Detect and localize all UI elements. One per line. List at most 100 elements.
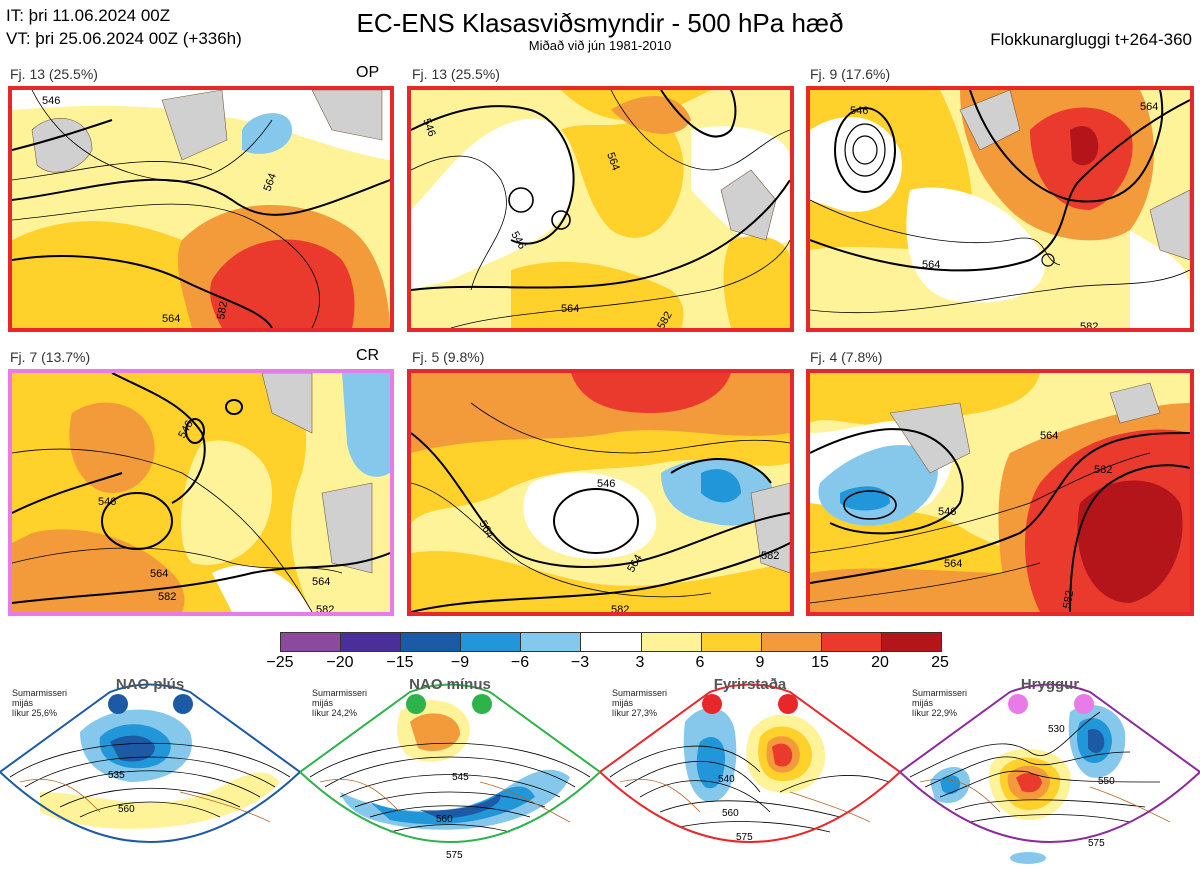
cluster-map-2: 546 546 564 564 582 <box>407 86 794 332</box>
regime-title: Hryggur <box>1020 676 1080 693</box>
cluster-3-label: Fj. 9 (17.6%) <box>810 66 891 82</box>
regime-dot-icon <box>1008 694 1028 714</box>
contour-label: 564 <box>561 303 579 315</box>
contour-label: 550 <box>1098 776 1115 787</box>
page-subtitle: Miðað við jún 1981-2010 <box>528 38 672 53</box>
legend-tick-label: −3 <box>570 654 590 671</box>
contour-label: 564 <box>1040 430 1058 442</box>
legend-color-cell <box>701 633 762 651</box>
cluster-map-3-graphic: 546 564 564 582 <box>810 90 1190 328</box>
cluster-map-6: 546 564 564 582 582 <box>806 369 1194 616</box>
regime-title: NAO plús <box>115 676 185 693</box>
contour-label: 582 <box>761 550 779 562</box>
cluster-1-tag: OP <box>356 64 380 81</box>
legend-color-bar <box>280 632 942 652</box>
contour-label: 564 <box>150 568 168 580</box>
contour-label: 546 <box>597 478 615 490</box>
contour-label: 582 <box>158 591 176 603</box>
regime-blocking: 540 560 575 Fyrirstaða Sumarmisseri mijá… <box>600 672 900 871</box>
contour-label: 582 <box>611 604 629 612</box>
legend-tick-label: 3 <box>635 654 645 671</box>
legend-tick-label: 9 <box>755 654 765 671</box>
legend-color-cell <box>341 633 402 651</box>
contour-label: 560 <box>722 808 739 819</box>
cluster-map-4: 546 546 564 564 582 582 <box>8 369 394 616</box>
cluster-1-label: Fj. 13 (25.5%) <box>10 66 98 82</box>
page-title: EC-ENS Klasasviðsmyndir - 500 hPa hæð <box>356 8 844 38</box>
legend-color-cell <box>401 633 462 651</box>
legend-tick-label: −15 <box>386 654 414 671</box>
contour-label: 540 <box>718 774 735 785</box>
regime-note-line: Sumarmisseri <box>912 688 968 698</box>
contour-label: 546 <box>98 496 116 508</box>
contour-label: 546 <box>420 117 438 138</box>
contour-label: 530 <box>1048 724 1065 735</box>
contour-label: 575 <box>446 850 463 861</box>
regime-ridge: 530 550 575 Hryggur Sumarmisseri mijás l… <box>900 672 1200 871</box>
contour-label: 564 <box>312 576 330 588</box>
cluster-map-1: 564 564 582 546 <box>8 86 394 332</box>
contour-label: 582 <box>1080 321 1098 328</box>
regime-note: Sumarmisseri mijás líkur 22,9% <box>912 688 967 718</box>
legend-color-cell <box>641 633 702 651</box>
regime-dot-icon <box>778 694 798 714</box>
contour-label: 546 <box>42 95 60 107</box>
regime-note-line: mijás <box>612 698 634 708</box>
legend-tick-label: −6 <box>510 654 530 671</box>
regime-note: Sumarmisseri mijás líkur 25,6% <box>12 688 67 718</box>
legend-color-cell <box>881 633 942 651</box>
regime-note-line: mijás <box>12 698 34 708</box>
cluster-map-4-graphic: 546 546 564 564 582 582 <box>12 373 390 612</box>
cluster-5-label: Fj. 5 (9.8%) <box>412 349 485 365</box>
header-times: IT: þri 11.06.2024 00Z VT: þri 25.06.202… <box>6 4 242 50</box>
classification-window: Flokkunargluggi t+264-360 <box>990 30 1192 49</box>
contour-label: 564 <box>922 259 940 271</box>
regime-note-line: mijás <box>912 698 934 708</box>
contour-label: 582 <box>1094 464 1112 476</box>
regime-dot-icon <box>472 694 492 714</box>
cluster-6-label: Fj. 4 (7.8%) <box>810 349 883 365</box>
legend-tick-label: 6 <box>695 654 705 671</box>
regime-dot-icon <box>1074 694 1094 714</box>
regime-note-line: Sumarmisseri <box>312 688 368 698</box>
regime-title: Fyrirstaða <box>713 676 787 693</box>
contour-label: 535 <box>108 770 125 781</box>
regime-nao-minus: 545 560 575 NAO mínus Sumarmisseri mijás… <box>300 672 600 871</box>
contour-label: 582 <box>316 604 334 612</box>
contour-label: 564 <box>1140 101 1158 113</box>
initial-time: IT: þri 11.06.2024 00Z <box>6 6 171 25</box>
cluster-map-1-graphic: 564 564 582 546 <box>12 90 390 328</box>
contour-label: 575 <box>736 832 753 843</box>
legend-tick-label: 20 <box>871 654 889 671</box>
legend-tick-label: 25 <box>931 654 949 671</box>
regime-dot-icon <box>173 694 193 714</box>
cluster-map-6-graphic: 546 564 564 582 582 <box>810 373 1190 612</box>
regime-dot-icon <box>702 694 722 714</box>
regime-title: NAO mínus <box>409 676 491 693</box>
contour-label: 560 <box>118 804 135 815</box>
contour-label: 560 <box>436 814 453 825</box>
regime-note: Sumarmisseri mijás líkur 24,2% <box>312 688 367 718</box>
contour-label: 575 <box>1088 838 1105 849</box>
regime-map-graphic: 545 560 575 <box>300 683 600 861</box>
cluster-map-2-graphic: 546 546 564 564 582 <box>411 90 790 328</box>
regime-note-line: líkur 24,2% <box>312 708 358 718</box>
regime-map-graphic: 530 550 575 <box>900 683 1200 864</box>
cluster-4-tag: CR <box>356 347 380 364</box>
regime-note-line: Sumarmisseri <box>612 688 668 698</box>
contour-label: 564 <box>262 172 280 193</box>
contour-label: 545 <box>452 772 469 783</box>
cluster-4-label: Fj. 7 (13.7%) <box>10 349 91 365</box>
regime-dot-icon <box>406 694 426 714</box>
cluster-2-label: Fj. 13 (25.5%) <box>412 66 500 82</box>
regime-dot-icon <box>108 694 128 714</box>
regime-note-line: Sumarmisseri <box>12 688 68 698</box>
regime-map-graphic: 535 560 <box>0 683 300 843</box>
legend-color-cell <box>461 633 522 651</box>
legend-tick-label: 15 <box>811 654 829 671</box>
anomaly-color-legend: −25 −20 −15 −9 −6 −3 3 6 9 15 20 25 <box>266 632 949 671</box>
regime-note: Sumarmisseri mijás líkur 27,3% <box>612 688 667 718</box>
contour-label: 546 <box>850 105 868 117</box>
contour-label: 564 <box>604 151 622 172</box>
contour-label: 564 <box>162 313 180 325</box>
